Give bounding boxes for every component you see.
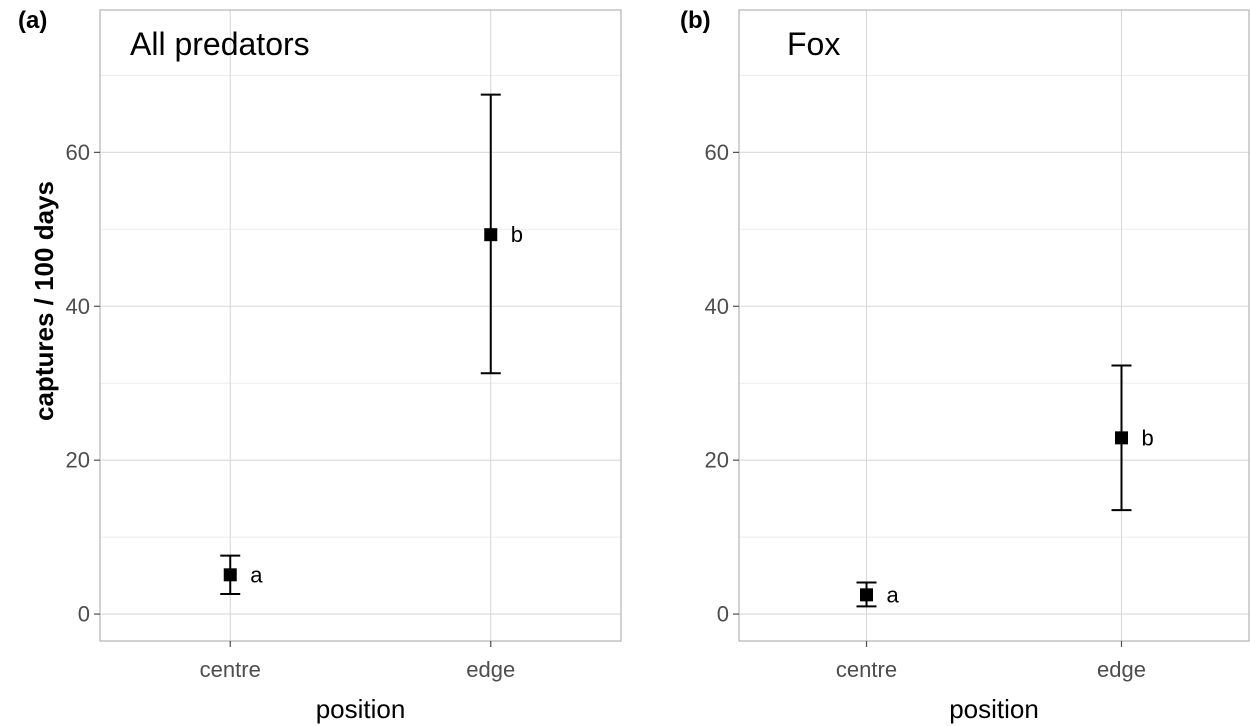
significance-label: b [511, 222, 523, 247]
panel-tag: (b) [680, 7, 711, 34]
x-tick-label: edge [466, 657, 515, 682]
panel-border [99, 9, 622, 642]
significance-label: b [1142, 425, 1154, 450]
x-tick-label: centre [836, 657, 897, 682]
x-tick-label: edge [1097, 657, 1146, 682]
x-axis-title: position [949, 694, 1039, 724]
x-axis-title: position [316, 694, 406, 724]
data-point [223, 568, 237, 582]
y-tick-label: 20 [66, 448, 90, 473]
panel-border [738, 9, 1250, 642]
panel-title: All predators [130, 26, 310, 62]
data-point [860, 588, 873, 602]
y-tick-label: 20 [705, 448, 729, 473]
y-tick-label: 40 [705, 294, 729, 319]
data-point [1115, 431, 1128, 445]
panel-fox: 0 20 40 60 centre edge position (b) Fox a b [680, 7, 1250, 724]
y-axis-title: captures / 100 days [29, 181, 59, 421]
y-tick-label: 60 [705, 140, 729, 165]
y-tick-label: 0 [717, 602, 729, 627]
panel-tag: (a) [18, 7, 47, 34]
significance-label: a [250, 562, 263, 587]
panel-all-predators: 0 20 40 60 centre edge position (a) All predator… [18, 7, 622, 724]
y-tick-label: 40 [66, 294, 90, 319]
y-tick-label: 60 [66, 140, 90, 165]
x-tick-label: centre [200, 657, 261, 682]
panel-title: Fox [787, 26, 840, 62]
y-tick-label: 0 [78, 602, 90, 627]
data-point [484, 228, 498, 242]
significance-label: a [887, 582, 900, 607]
